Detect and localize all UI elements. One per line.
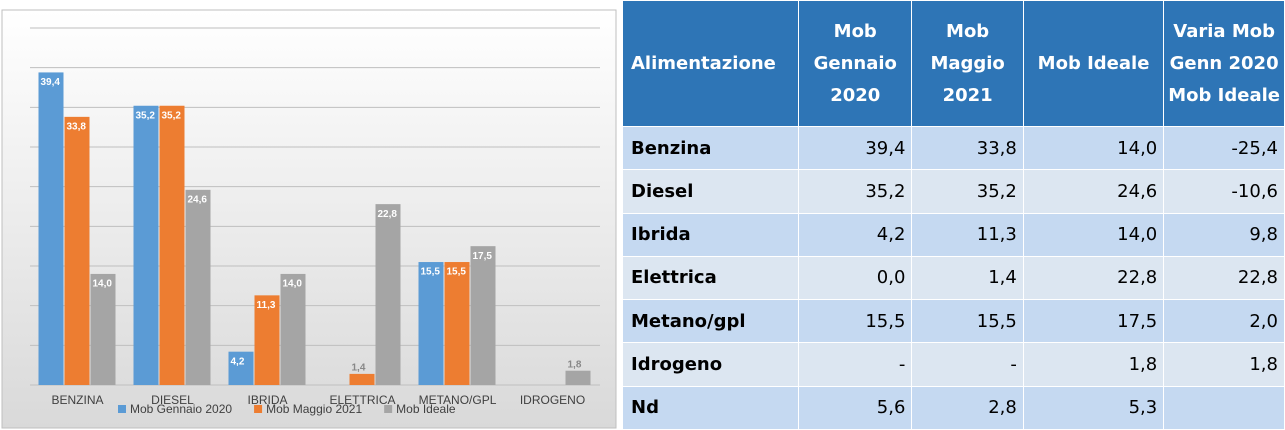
bar — [133, 105, 159, 385]
legend-swatch — [254, 405, 263, 413]
table-cell: 4,2 — [798, 212, 913, 257]
data-label: 15,5 — [421, 267, 441, 278]
bar — [565, 370, 591, 385]
table-cell: 5,3 — [1022, 385, 1165, 430]
table-cell: -25,4 — [1163, 125, 1285, 171]
table-cell: -10,6 — [1163, 169, 1285, 214]
table-row: Benzina 39,4 33,8 14,0 -25,4 — [621, 125, 1285, 171]
table-cell: 5,6 — [798, 385, 913, 430]
bar — [470, 246, 496, 385]
legend-swatch — [118, 405, 126, 413]
header-cell: Varia Mob Genn 2020 Mob Ideale — [1163, 0, 1285, 127]
header-cell: Mob Gennaio 2020 — [798, 0, 913, 127]
table-cell: 35,2 — [911, 169, 1024, 214]
table-row: Diesel 35,2 35,2 24,6 -10,6 — [621, 169, 1285, 214]
bar — [254, 295, 280, 385]
table-cell: 9,8 — [1163, 212, 1285, 257]
header-row: Alimentazione Mob Gennaio 2020 Mob Maggio … — [621, 0, 1285, 127]
data-label: 24,6 — [188, 194, 208, 205]
table-cell: Nd — [621, 385, 800, 430]
table-cell: 24,6 — [1022, 169, 1165, 214]
table-row: Ibrida 4,2 11,3 14,0 9,8 — [621, 212, 1285, 257]
chart: BENZINA 39,4 33,8 14,0 DIESEL 35,2 35,2 24,6 IBR… — [1, 9, 617, 429]
table-cell — [1163, 385, 1285, 430]
bar — [444, 262, 470, 385]
data-label: 4,2 — [231, 356, 245, 367]
bar — [185, 189, 211, 385]
table-cell: Diesel — [621, 169, 800, 214]
table-row: Idrogeno - -1,8 1,8 — [621, 342, 1285, 387]
bar — [418, 262, 444, 385]
header-cell: Mob Ideale — [1022, 0, 1165, 127]
table-cell: Metano/gpl — [621, 299, 800, 344]
table-cell: 35,2 — [798, 169, 913, 214]
x-tick-label: DIESEL — [151, 393, 194, 407]
data-label: 39,4 — [41, 77, 61, 88]
bar — [90, 273, 116, 385]
table-cell: 1,4 — [911, 255, 1024, 301]
data-label: 14,0 — [93, 279, 113, 290]
bar — [64, 116, 90, 385]
data-label: 17,5 — [473, 251, 493, 262]
table-cell: 39,4 — [798, 125, 913, 171]
bar — [349, 373, 375, 385]
data-label: 22,8 — [378, 209, 398, 220]
data-label: 1,8 — [568, 359, 582, 370]
legend-label: Mob Ideale — [396, 402, 456, 416]
data-label: 15,5 — [447, 267, 467, 278]
bar — [159, 105, 185, 385]
table-cell: - — [911, 342, 1024, 387]
table-cell: 15,5 — [798, 299, 913, 344]
bar — [280, 273, 306, 385]
data-table: Alimentazione Mob Gennaio 2020 Mob Maggio … — [621, 0, 1285, 430]
bar — [375, 204, 401, 385]
table-cell: - — [798, 342, 913, 387]
table-cell: 33,8 — [911, 125, 1024, 171]
data-label: 14,0 — [283, 279, 303, 290]
table-cell: 22,8 — [1163, 255, 1285, 301]
table-cell: 11,3 — [911, 212, 1024, 257]
x-tick-label: ELETTRICA — [329, 393, 395, 407]
table-cell: 1,8 — [1163, 342, 1285, 387]
x-tick-label: BENZINA — [51, 393, 103, 407]
table-cell: Elettrica — [621, 255, 800, 301]
table-cell: Ibrida — [621, 212, 800, 257]
table-row: Elettrica 0,0 1,4 22,8 22,8 — [621, 255, 1285, 301]
x-tick-label: IDROGENO — [520, 393, 585, 407]
data-label: 35,2 — [162, 110, 182, 121]
table-cell: 14,0 — [1022, 212, 1165, 257]
table-cell: 14,0 — [1022, 125, 1165, 171]
legend-label: Mob Maggio 2021 — [266, 402, 362, 416]
table-cell: 2,0 — [1163, 299, 1285, 344]
x-tick-label: METANO/GPL — [419, 393, 497, 407]
table-cell: 0,0 — [798, 255, 913, 301]
table-cell: 17,5 — [1022, 299, 1165, 344]
header-cell: Mob Maggio 2021 — [911, 0, 1024, 127]
bar — [228, 351, 254, 385]
table-row: Metano/gpl 15,5 15,5 17,5 2,0 — [621, 299, 1285, 344]
table-cell: Benzina — [621, 125, 800, 171]
table-cell: Idrogeno — [621, 342, 800, 387]
legend-label: Mob Gennaio 2020 — [130, 402, 232, 416]
table-cell: 1,8 — [1022, 342, 1165, 387]
data-label: 33,8 — [67, 121, 87, 132]
table-row: Nd 5,6 2,8 5,3 — [621, 385, 1285, 430]
x-tick-label: IBRIDA — [247, 393, 287, 407]
table-cell: 22,8 — [1022, 255, 1165, 301]
table-cell: 2,8 — [911, 385, 1024, 430]
data-label: 11,3 — [257, 300, 276, 311]
data-label: 35,2 — [136, 110, 156, 121]
data-label: 1,4 — [352, 363, 366, 374]
table-cell: 15,5 — [911, 299, 1024, 344]
bar — [38, 72, 64, 385]
legend-swatch — [384, 405, 393, 413]
header-cell: Alimentazione — [621, 0, 800, 127]
